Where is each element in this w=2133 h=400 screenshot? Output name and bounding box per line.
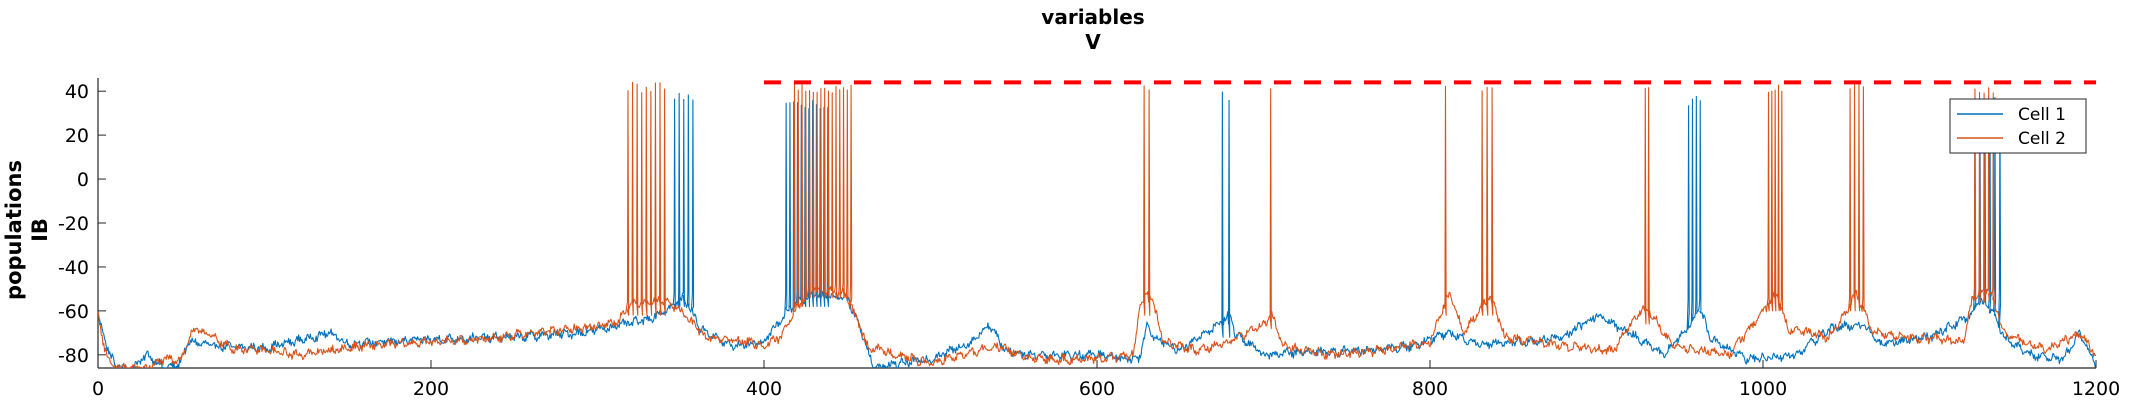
y-tick-label: -40 — [58, 257, 89, 279]
legend-label-cell-1: Cell 1 — [2018, 105, 2066, 125]
series-line-cell-2 — [98, 81, 2096, 368]
x-tick-label: 600 — [1079, 378, 1115, 400]
x-tick-label: 400 — [746, 378, 782, 400]
y-tick-label: 20 — [65, 125, 89, 147]
chart-title-line2: V — [1085, 30, 1101, 54]
x-tick-label: 0 — [92, 378, 104, 400]
y-axis-label-line1: populations — [2, 160, 26, 300]
series-line-cell-1 — [98, 91, 2096, 368]
y-tick-label: -80 — [58, 345, 89, 367]
legend-label-cell-2: Cell 2 — [2018, 129, 2066, 149]
x-tick-label: 1200 — [2072, 378, 2120, 400]
x-tick-label: 800 — [1412, 378, 1448, 400]
chart-title-line1: variables — [1041, 5, 1144, 29]
legend: Cell 1 Cell 2 — [1949, 98, 2087, 154]
plot-series — [98, 81, 2096, 368]
y-tick-label: 0 — [77, 169, 89, 191]
x-tick-label: 1000 — [1739, 378, 1787, 400]
y-axis-label-line2: IB — [28, 218, 52, 242]
y-tick-label: -60 — [58, 301, 89, 323]
axes: 0 200 400 600 800 1000 1200 -80 -60 -40 -20 0 20 40 — [58, 78, 2120, 400]
legend-box — [1949, 98, 2087, 154]
y-tick-label: 40 — [65, 81, 89, 103]
x-tick-label: 200 — [413, 378, 449, 400]
y-tick-label: -20 — [58, 213, 89, 235]
